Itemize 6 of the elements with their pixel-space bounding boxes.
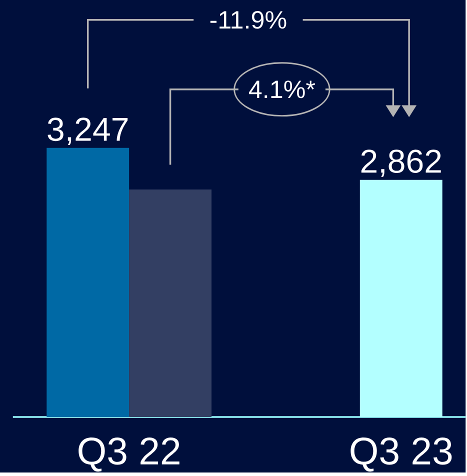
text: -11.9% — [210, 10, 286, 29]
text: 4.1%* — [249, 80, 316, 98]
x-tick-label: Q3 23 — [350, 438, 452, 472]
data-label: 2,862 — [362, 150, 442, 177]
data-label: 3,247 — [48, 118, 128, 146]
x-tick-label: Q3 22 — [78, 438, 180, 472]
